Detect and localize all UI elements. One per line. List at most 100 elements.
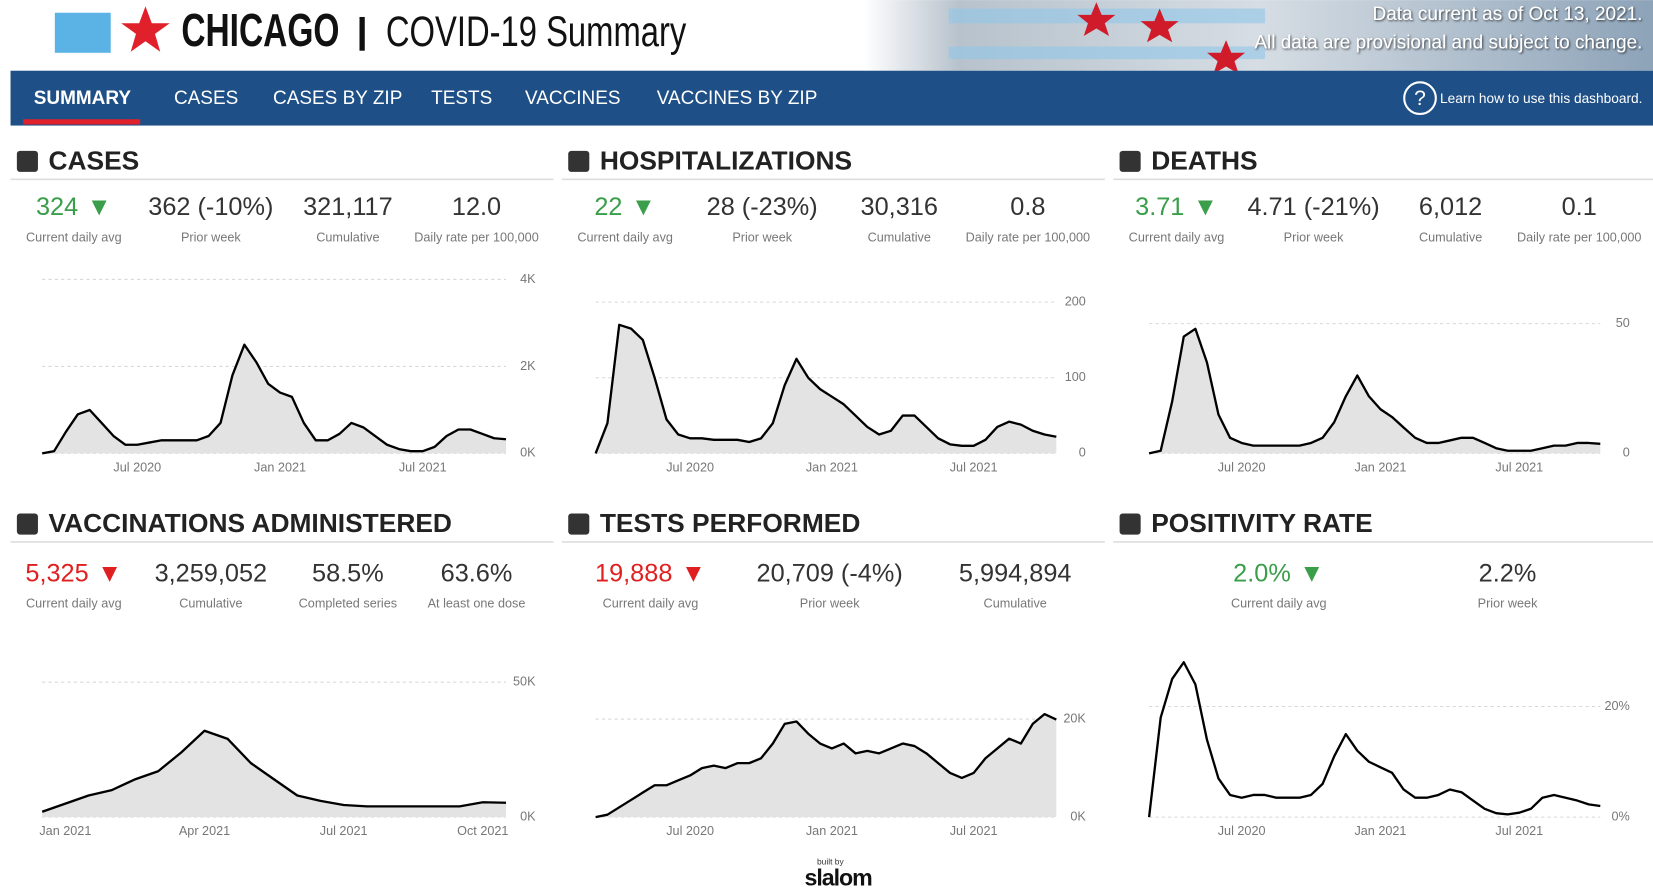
- stat-label: Cumulative: [952, 597, 1079, 610]
- panel: DEATHS3.71▼Current daily avg4.71 (-21%)P…: [1113, 145, 1653, 474]
- x-tick-label: Jan 2021: [1354, 461, 1406, 475]
- stat-label-box: Current daily avg: [11, 597, 138, 631]
- footer-brand: slalom: [805, 864, 873, 890]
- stat-label: Prior week: [699, 231, 826, 244]
- y-tick-label: 4K: [520, 272, 536, 286]
- trend-arrow: ▼: [681, 559, 706, 587]
- panel-title: DEATHS: [1151, 145, 1257, 175]
- panel-title: VACCINATIONS ADMINISTERED: [48, 508, 451, 538]
- area: [596, 714, 1057, 817]
- trend-arrow: ▼: [631, 192, 656, 220]
- stat-number: 321,117: [303, 192, 393, 220]
- stat-label: Prior week: [1250, 231, 1377, 244]
- stat-value: 6,012: [1419, 192, 1482, 220]
- stat-label-box: Cumulative: [952, 597, 1079, 631]
- x-tick-label: Jul 2020: [666, 461, 714, 475]
- stat-number: 0.8: [1010, 192, 1045, 220]
- city-name: CHICAGO: [181, 4, 339, 56]
- y-tick-label: 200: [1065, 294, 1086, 308]
- trend-arrow: ▼: [87, 192, 112, 220]
- y-tick-label: 20K: [1063, 711, 1086, 725]
- stat-label: At least one dose: [413, 597, 540, 610]
- stat-label: Current daily avg: [11, 597, 138, 610]
- stat-label-box: Cumulative: [1387, 231, 1514, 265]
- panel-title: HOSPITALIZATIONS: [600, 145, 852, 175]
- stat-label: Cumulative: [836, 231, 963, 244]
- panel-title: POSITIVITY RATE: [1151, 508, 1373, 538]
- page-title: COVID-19 Summary: [386, 8, 686, 55]
- stat-label-box: Daily rate per 100,000: [1516, 231, 1643, 265]
- stat-value: 5,325▼: [25, 559, 122, 587]
- nav-item[interactable]: CASES: [174, 88, 238, 109]
- x-tick-label: Jan 2021: [1354, 824, 1406, 838]
- stat-label-box: Prior week: [766, 597, 893, 631]
- stat-number: 19,888: [595, 559, 672, 587]
- stat-label-box: Current daily avg: [1113, 231, 1240, 265]
- stat-label: Cumulative: [285, 231, 412, 244]
- stat-number: 63.6%: [441, 559, 513, 587]
- nav-item[interactable]: VACCINES BY ZIP: [657, 88, 818, 109]
- nav-active-indicator: [23, 119, 140, 124]
- area: [1149, 329, 1600, 454]
- stat-value: 22▼: [594, 192, 656, 220]
- line: [1149, 662, 1600, 817]
- stat-label-box: Completed series: [285, 597, 412, 631]
- x-tick-label: Jan 2021: [39, 824, 91, 838]
- panel-icon: [1120, 513, 1141, 534]
- x-tick-label: Jul 2020: [666, 824, 714, 838]
- stat-number: 30,316: [861, 192, 938, 220]
- x-tick-label: Jul 2020: [1218, 461, 1266, 475]
- x-tick-label: Oct 2021: [457, 824, 508, 838]
- nav-item[interactable]: SUMMARY: [34, 88, 132, 109]
- stat-number: 324: [36, 192, 78, 220]
- y-tick-label: 20%: [1604, 699, 1629, 713]
- y-tick-label: 0K: [520, 809, 536, 823]
- y-tick-label: 0%: [1612, 809, 1630, 823]
- stat-value: 19,888 ▼: [595, 559, 706, 587]
- area: [42, 731, 506, 817]
- stat-value: 12.0: [452, 192, 501, 220]
- panel: TESTS PERFORMED19,888▼Current daily avg2…: [562, 508, 1105, 838]
- area: [42, 345, 506, 454]
- stat-label: Current daily avg: [1113, 231, 1240, 244]
- panel: VACCINATIONS ADMINISTERED 5,325▼ Current d…: [11, 508, 554, 838]
- stat-label: Current daily avg: [562, 231, 689, 244]
- x-tick-label: Jan 2021: [806, 461, 858, 475]
- nav-item[interactable]: VACCINES: [525, 88, 621, 109]
- panel-icon: [17, 151, 38, 172]
- stat-value: 3.71▼: [1135, 192, 1218, 220]
- data-date: Data current as of Oct 13, 2021.: [1373, 4, 1643, 25]
- panel-icon: [1120, 151, 1141, 172]
- stat-label: Prior week: [1444, 597, 1571, 610]
- x-tick-label: Jul 2021: [950, 461, 998, 475]
- stat-value: 20,709 (-4%): [757, 559, 903, 587]
- panel-title: CASES: [48, 145, 139, 175]
- stat-label-box: Prior week: [1444, 597, 1571, 631]
- stat-number: 3,259,052: [155, 559, 268, 587]
- stat-label: Current daily avg: [587, 597, 714, 610]
- stat-value: 0.1: [1562, 192, 1597, 220]
- stat-label-box: Cumulative: [836, 231, 963, 265]
- stat-value: 324 ▼: [36, 192, 112, 220]
- stat-number: 5,994,894: [959, 559, 1072, 587]
- trend-arrow: ▼: [97, 559, 122, 587]
- stat-value: 30,316: [861, 192, 938, 220]
- y-tick-label: 0: [1623, 446, 1630, 460]
- stat-value: 0.8: [1010, 192, 1045, 220]
- nav-bar: [11, 71, 1653, 126]
- area: [596, 325, 1057, 454]
- x-tick-label: Jan 2021: [806, 824, 858, 838]
- help-text[interactable]: Learn how to use this dashboard.: [1440, 91, 1642, 106]
- stat-number: 28 (-23%): [707, 192, 818, 220]
- nav-item[interactable]: CASES BY ZIP: [273, 88, 402, 109]
- stat-label: Daily rate per 100,000: [1516, 231, 1643, 244]
- y-tick-label: 50K: [513, 675, 536, 689]
- nav-item[interactable]: TESTS: [431, 88, 492, 109]
- y-tick-label: 0: [1079, 446, 1086, 460]
- stat-number: 12.0: [452, 192, 501, 220]
- stat-number: 362 (-10%): [148, 192, 273, 220]
- stat-value: 362 (-10%): [148, 192, 273, 220]
- stat-label: Prior week: [148, 231, 275, 244]
